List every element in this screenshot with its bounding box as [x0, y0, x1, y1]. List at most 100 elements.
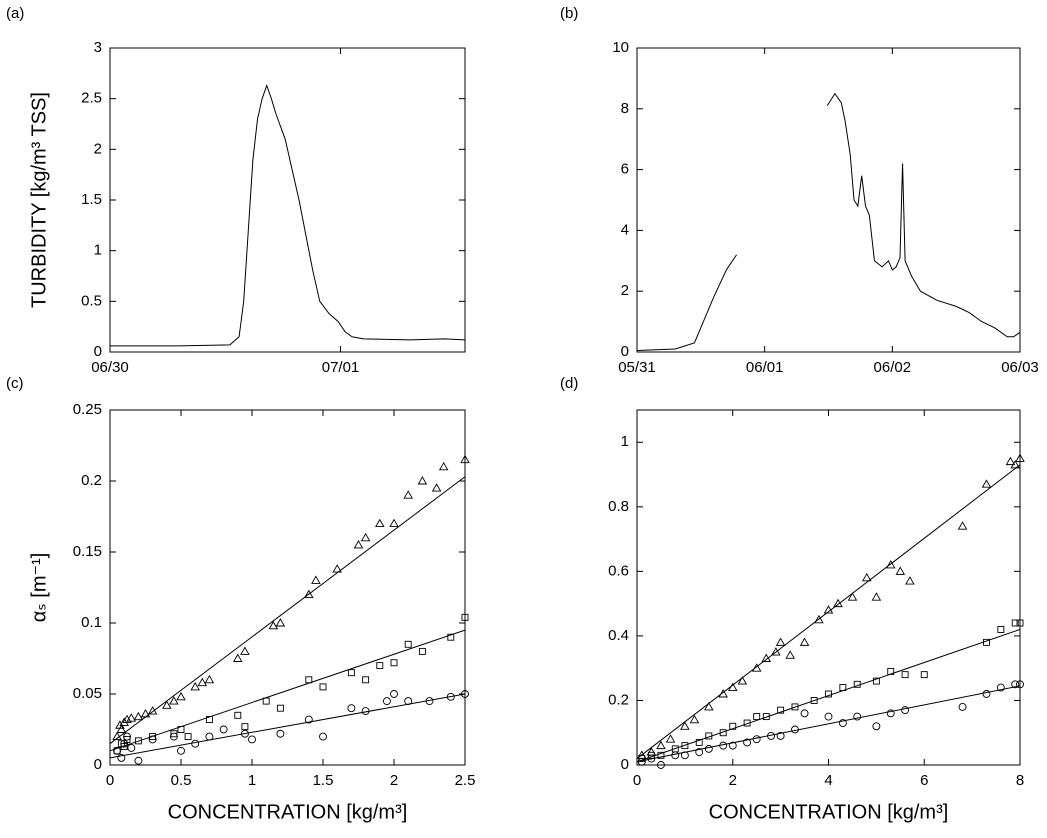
triangle-marker	[751, 663, 762, 672]
square-marker	[695, 738, 703, 746]
square-marker	[762, 713, 770, 721]
circle-marker	[800, 709, 809, 718]
triangle-marker	[957, 521, 968, 530]
circle-marker	[177, 746, 185, 755]
triangle-marker	[785, 650, 795, 659]
square-marker	[184, 733, 192, 741]
square-marker	[1011, 619, 1019, 627]
x-tick-label: 06/03	[1001, 359, 1039, 376]
triangle-marker	[814, 614, 824, 624]
circle-marker	[958, 702, 967, 711]
circle-marker	[113, 746, 122, 755]
triangle-marker	[981, 479, 992, 488]
circle-marker	[240, 729, 249, 738]
y-tick-label: 8	[621, 100, 629, 117]
circle-marker	[776, 732, 785, 740]
square-marker	[719, 729, 727, 737]
circle-marker	[719, 741, 728, 750]
triangle-marker	[140, 708, 151, 718]
square-marker	[920, 671, 928, 679]
square-marker	[376, 662, 384, 670]
x-tick-label: 06/01	[746, 359, 784, 376]
x-tick-label: 0.5	[171, 772, 192, 789]
y-tick-label: 0	[94, 756, 102, 773]
square-marker	[390, 659, 398, 667]
triangle-marker	[176, 691, 186, 701]
circle-marker	[637, 757, 646, 766]
fit-line	[109, 476, 466, 745]
x-tick-label: 4	[824, 772, 832, 789]
triangle-marker	[197, 677, 208, 687]
plot-frame	[109, 409, 466, 766]
square-marker	[729, 722, 737, 730]
square-marker	[887, 667, 895, 675]
circle-marker	[319, 732, 327, 741]
circle-marker	[169, 732, 178, 741]
circle-marker	[791, 725, 799, 734]
triangle-marker	[190, 681, 200, 691]
panel-label: (c)	[6, 375, 24, 392]
y-tick-label: 0.5	[81, 292, 102, 309]
y-tick-label: 0.6	[608, 562, 629, 579]
square-marker	[647, 751, 655, 759]
y-tick-label: 0	[94, 343, 102, 360]
y-tick-label: 10	[612, 39, 629, 56]
x-axis-label: CONCENTRATION [kg/m³]	[709, 801, 949, 823]
triangle-marker	[656, 740, 666, 750]
square-marker	[120, 743, 128, 750]
y-tick-label: 0	[621, 756, 629, 773]
circle-marker	[824, 712, 833, 721]
triangle-marker	[665, 734, 676, 743]
circle-marker	[853, 712, 862, 721]
square-marker	[753, 713, 761, 721]
x-tick-label: 05/31	[618, 359, 656, 376]
square-marker	[404, 640, 412, 648]
triangle-marker	[871, 592, 882, 601]
triangle-marker	[680, 721, 690, 730]
circle-marker	[647, 754, 656, 763]
panel-label: (d)	[560, 375, 578, 392]
triangle-marker	[162, 700, 172, 709]
triangle-marker	[771, 647, 781, 656]
square-marker	[825, 690, 832, 698]
triangle-marker	[403, 490, 413, 499]
circle-marker	[127, 744, 136, 752]
square-marker	[241, 723, 249, 731]
square-marker	[205, 716, 213, 724]
circle-marker	[752, 735, 761, 744]
square-marker	[872, 677, 880, 685]
triangle-marker	[704, 702, 714, 711]
square-marker	[810, 697, 818, 704]
square-marker	[276, 704, 284, 712]
circle-marker	[123, 732, 131, 741]
circle-marker	[656, 761, 665, 769]
circle-marker	[872, 722, 881, 731]
triangle-marker	[761, 653, 772, 662]
square-marker	[853, 680, 861, 688]
triangle-marker	[775, 637, 786, 646]
y-tick-label: 6	[621, 161, 629, 178]
circle-marker	[1011, 680, 1020, 689]
y-tick-label: 0.15	[73, 543, 102, 560]
circle-marker	[134, 756, 143, 765]
triangle-marker	[862, 572, 872, 582]
square-marker	[177, 726, 185, 733]
x-tick-label: 0	[106, 772, 114, 789]
triangle-marker	[833, 598, 843, 608]
triangle-marker	[126, 713, 137, 722]
square-marker	[657, 751, 665, 759]
triangle-marker	[122, 714, 132, 724]
x-tick-label: 1.5	[313, 772, 334, 789]
plot-frame	[636, 409, 1021, 766]
triangle-marker	[311, 575, 321, 584]
square-marker	[681, 742, 689, 750]
circle-marker	[404, 697, 413, 706]
circle-marker	[361, 707, 370, 715]
y-tick-label: 0.2	[81, 472, 102, 489]
triangle-marker	[353, 539, 364, 549]
circle-marker	[347, 704, 356, 713]
square-marker	[319, 683, 327, 691]
plot-frame	[636, 47, 1021, 353]
x-tick-label: 1	[248, 772, 256, 789]
